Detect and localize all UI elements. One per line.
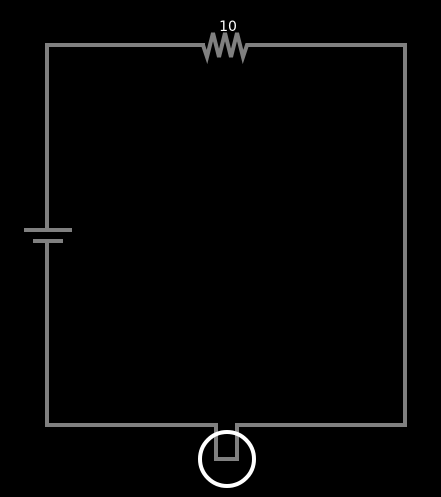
resistor-value-label: 10 xyxy=(219,19,237,35)
resistor-icon[interactable] xyxy=(201,32,250,65)
bulb-glass-ring xyxy=(198,430,256,488)
resistor-zigzag xyxy=(201,32,250,65)
light-bulb-icon[interactable] xyxy=(198,425,256,488)
battery-icon[interactable] xyxy=(24,228,72,243)
bulb-filament xyxy=(214,425,239,461)
